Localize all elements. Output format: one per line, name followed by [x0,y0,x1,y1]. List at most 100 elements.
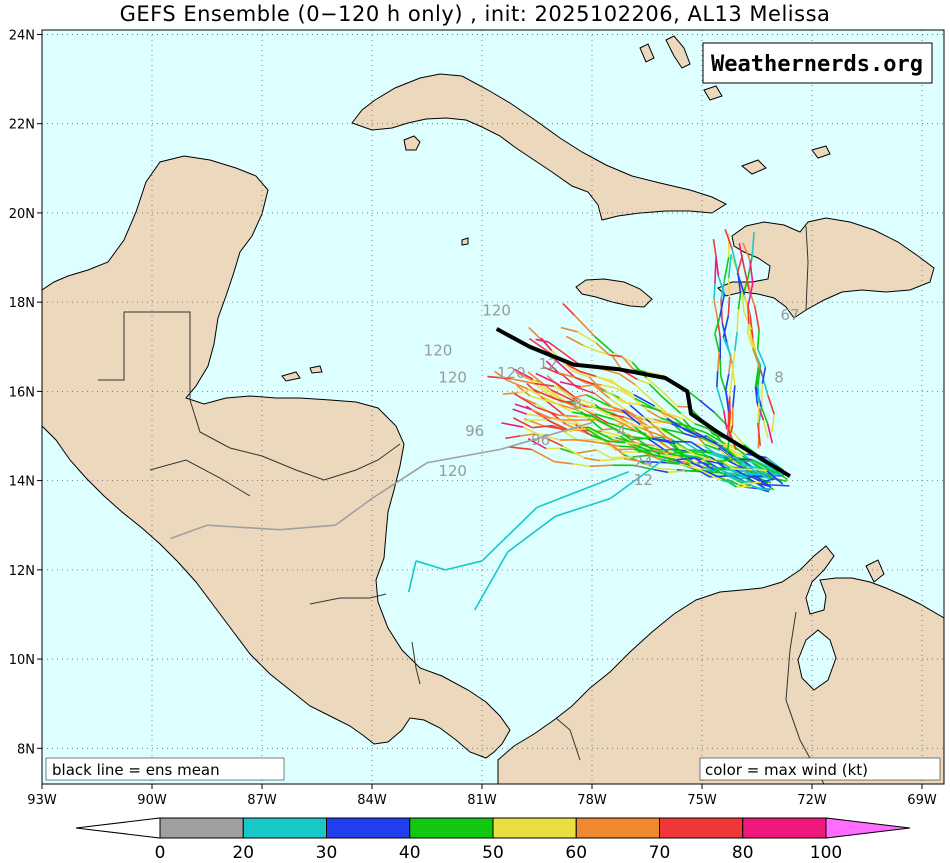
track-segment [698,468,722,481]
track-segment [726,431,731,454]
lat-label: 20N [9,207,35,222]
track-segment [558,427,578,441]
ensemble-tracks [170,228,790,611]
track-segment [585,394,610,407]
track-segment [517,388,534,394]
track-segment [698,399,715,413]
track-segment [660,410,684,420]
track-segment [722,444,743,457]
colorbar-tick-label: 30 [316,843,338,863]
track-segment [613,382,635,396]
lat-label: 16N [9,385,35,400]
forecast-hour-label: 8 [774,368,784,386]
track-segment [734,468,750,479]
track-segment [606,441,622,453]
track-segment [571,370,590,378]
lat-label: 12N [9,564,35,579]
track-segment [722,337,732,357]
track-segment [674,442,696,456]
track-segment [584,409,609,424]
forecast-hour-label: 96 [531,431,550,449]
track-segment [592,384,610,399]
track-segment [501,422,524,428]
track-segment [645,371,663,377]
track-segment [654,445,669,457]
colorbar-swatch [742,817,827,839]
track-segment [664,393,678,408]
land-jamaica [575,278,653,308]
colorbar-swatch [326,817,411,839]
track-segment [747,306,750,325]
track-segment [630,437,650,441]
land-bay-islands [281,371,301,382]
lon-label: 72W [797,793,827,808]
track-segment [566,427,586,432]
track-segment [676,457,695,461]
track-segment [605,390,624,403]
track-segment [519,432,538,437]
track-segment [720,479,739,486]
track-segment [593,383,606,392]
track-segment [618,445,633,448]
track-segment [580,383,594,388]
lon-label: 87W [247,793,277,808]
track-segment [742,242,751,261]
track-segment [748,470,773,475]
track-segment [487,375,511,380]
track-segment [702,469,721,479]
mean-track-line [495,327,792,478]
track-segment [756,329,760,349]
track-segment [629,413,649,427]
track-segment [596,419,617,431]
track-segment [646,409,661,419]
track-segment [694,457,715,471]
track-segment [415,560,446,571]
track-segment [610,456,633,459]
track-segment [713,299,719,320]
track-segment [550,417,576,426]
track-segment [530,408,552,420]
colorbar: 0 20 30 40 50 60 70 80 100 [75,817,911,863]
forecast-hour-label: 8 [573,395,583,413]
track-segment [711,451,730,458]
track-segment [737,481,762,486]
track-segment [601,384,617,389]
track-segment [659,454,679,458]
land-hispaniola [717,217,935,319]
track-segment [574,376,594,385]
track-segment [589,464,613,468]
track-segment [724,228,733,250]
track-segment [599,457,624,462]
track-segment [637,430,653,440]
track-segment [559,349,581,366]
track-segment [661,427,685,443]
track-segment [715,470,727,476]
gridlines [42,30,944,784]
track-segment [716,386,725,411]
lat-label: 24N [9,28,35,43]
track-segment [623,416,642,424]
track-segment [540,337,553,352]
track-segment [652,449,673,455]
track-segment [648,383,662,397]
land-isla-juventud [403,135,421,151]
track-segment [690,441,708,454]
track-segment [595,375,615,385]
track-segment [524,418,547,422]
track-segment [760,477,776,483]
track-segment [725,473,743,482]
track-segment [704,443,721,451]
track-segment [508,446,532,451]
track-segment [615,387,636,400]
track-segment [716,458,735,463]
track-segment [748,323,754,348]
lat-label: 8N [17,742,35,757]
track-segment [426,448,501,464]
track-segment [594,335,615,354]
track-segment [752,468,768,472]
legend-left: black line = ens mean [52,761,220,779]
land-masses [42,35,944,784]
track-segment [635,415,654,421]
track-segment [732,385,736,408]
